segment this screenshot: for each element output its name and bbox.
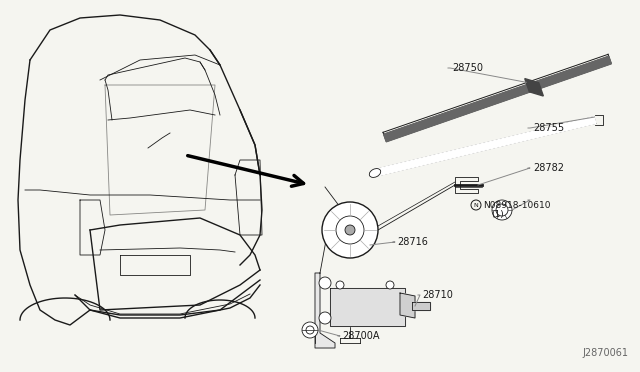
Polygon shape [374,116,596,176]
Text: 28782: 28782 [533,163,564,173]
Polygon shape [400,293,415,318]
Polygon shape [525,78,543,96]
Circle shape [319,277,331,289]
Circle shape [336,281,344,289]
Polygon shape [384,56,611,142]
Text: 28755: 28755 [533,123,564,133]
Circle shape [319,312,331,324]
Text: N: N [474,202,478,208]
Text: 28716: 28716 [397,237,428,247]
Text: 28750: 28750 [452,63,483,73]
Text: 28700A: 28700A [342,331,380,341]
Circle shape [345,225,355,235]
Text: (1): (1) [491,209,504,218]
Circle shape [386,281,394,289]
Text: N08918-10610: N08918-10610 [483,201,550,209]
Circle shape [322,202,378,258]
Polygon shape [315,273,335,348]
Circle shape [302,322,318,338]
Polygon shape [412,302,430,310]
Text: 28710: 28710 [422,290,453,300]
Polygon shape [330,288,405,326]
Text: J2870061: J2870061 [582,348,628,358]
Ellipse shape [369,169,381,177]
Circle shape [492,200,512,220]
